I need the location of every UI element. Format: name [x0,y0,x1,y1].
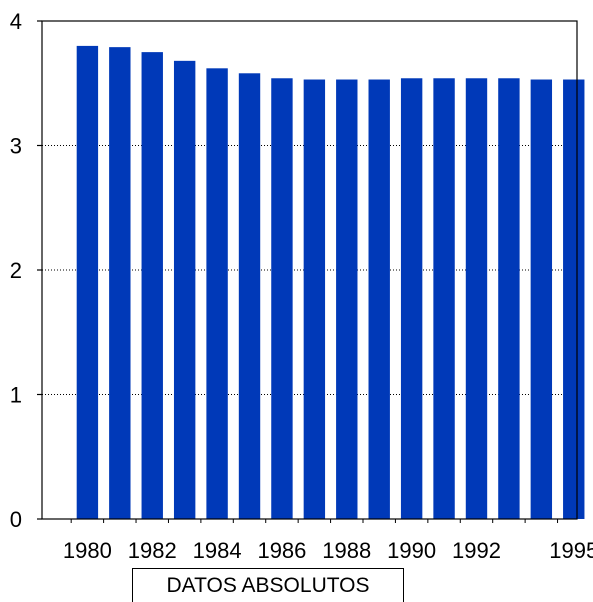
bar-1994 [530,79,553,519]
x-tick-label: 1980 [63,538,112,563]
y-tick-label: 4 [10,9,22,34]
bar-1989 [368,79,390,519]
bar-1986 [271,78,293,520]
x-tick-label: 1995 [549,538,593,563]
y-axis-ticks: 0 1 2 3 4 [10,9,22,532]
bar-1983 [173,60,196,520]
x-tick-label: 1982 [128,538,177,563]
legend-label: DATOS ABSOLUTOS [132,568,404,602]
bar-1985 [238,73,261,519]
x-tick-label: 1992 [452,538,501,563]
bar-1992 [465,78,488,520]
bar-1987 [303,79,326,519]
bar-1993 [498,78,520,520]
x-tick-label: 1986 [257,538,306,563]
bar-1984 [206,68,228,519]
y-tick-label: 0 [10,507,22,532]
y-tick-label: 1 [10,383,22,408]
bar-1982 [141,52,163,519]
bar-1988 [336,79,358,519]
axes [37,20,578,523]
x-tick-label: 1990 [387,538,436,563]
x-tick-label: 1988 [322,538,371,563]
bar-1991 [433,78,455,520]
bar-1995 [563,79,585,519]
bar-1981 [109,47,131,520]
x-tick-label: 1984 [193,538,242,563]
y-tick-label: 3 [10,134,22,159]
bar-1990 [400,78,423,520]
bars [76,45,585,520]
y-tick-label: 2 [10,258,22,283]
x-axis-ticks: 1980 1982 1984 1986 1988 1990 1992 1995 [63,538,593,563]
bar-1980 [76,45,99,520]
